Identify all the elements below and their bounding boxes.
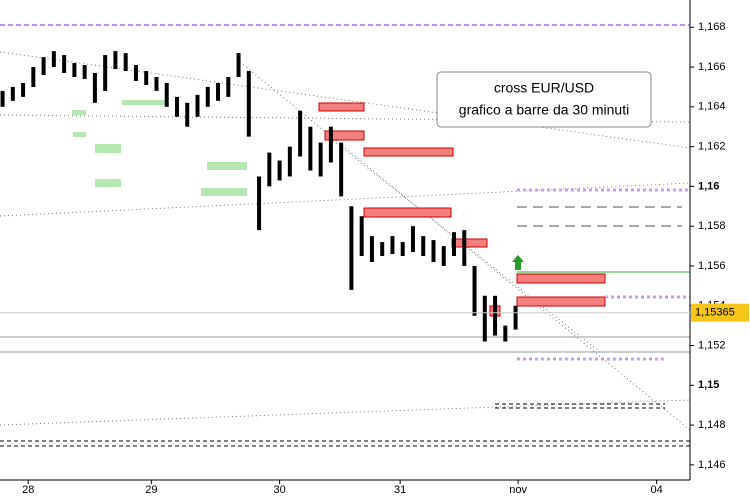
y-tick-label: 1,146	[698, 459, 726, 471]
x-tick-label: 28	[22, 484, 34, 496]
zone	[451, 238, 488, 248]
x-tick-label: 29	[145, 484, 157, 496]
zone	[516, 273, 606, 284]
last-price-box	[691, 303, 749, 322]
x-tick-label: 31	[394, 484, 406, 496]
trend-line	[239, 61, 691, 431]
zone	[207, 162, 247, 170]
zone	[122, 100, 167, 105]
y-tick-label: 1,15	[698, 379, 719, 391]
y-tick-label: 1,162	[698, 141, 726, 153]
y-tick-label: 1,166	[698, 61, 726, 73]
zone	[201, 188, 247, 196]
arrow-up	[512, 255, 524, 270]
zone	[72, 110, 86, 115]
zone	[95, 144, 121, 153]
green-zones	[72, 100, 247, 196]
y-tick-label: 1,158	[698, 220, 726, 232]
zone	[363, 207, 452, 218]
title-line: grafico a barre da 30 minuti	[459, 102, 629, 118]
zone	[363, 147, 454, 157]
x-tick-label: 30	[273, 484, 285, 496]
red-zones	[318, 102, 606, 317]
zone	[516, 296, 606, 307]
purple-levels	[517, 188, 690, 361]
zone	[73, 132, 86, 137]
y-tick-label: 1,152	[698, 339, 726, 351]
x-tick-label: nov	[509, 484, 527, 496]
title-line: cross EUR/USD	[494, 80, 594, 96]
y-tick-label: 1,156	[698, 260, 726, 272]
y-tick-label: 1,164	[698, 101, 726, 113]
zone	[95, 179, 121, 187]
y-tick-label: 1,16	[698, 180, 719, 192]
title-box: cross EUR/USD grafico a barre da 30 minu…	[436, 71, 652, 128]
zone	[318, 102, 365, 112]
x-tick-label: 04	[651, 484, 663, 496]
y-tick-label: 1,168	[698, 21, 726, 33]
y-tick-label: 1,148	[698, 419, 726, 431]
drawings	[0, 24, 691, 447]
title-frame	[436, 71, 652, 128]
zone	[324, 130, 365, 141]
last-price-label: 1,15365	[695, 307, 735, 319]
